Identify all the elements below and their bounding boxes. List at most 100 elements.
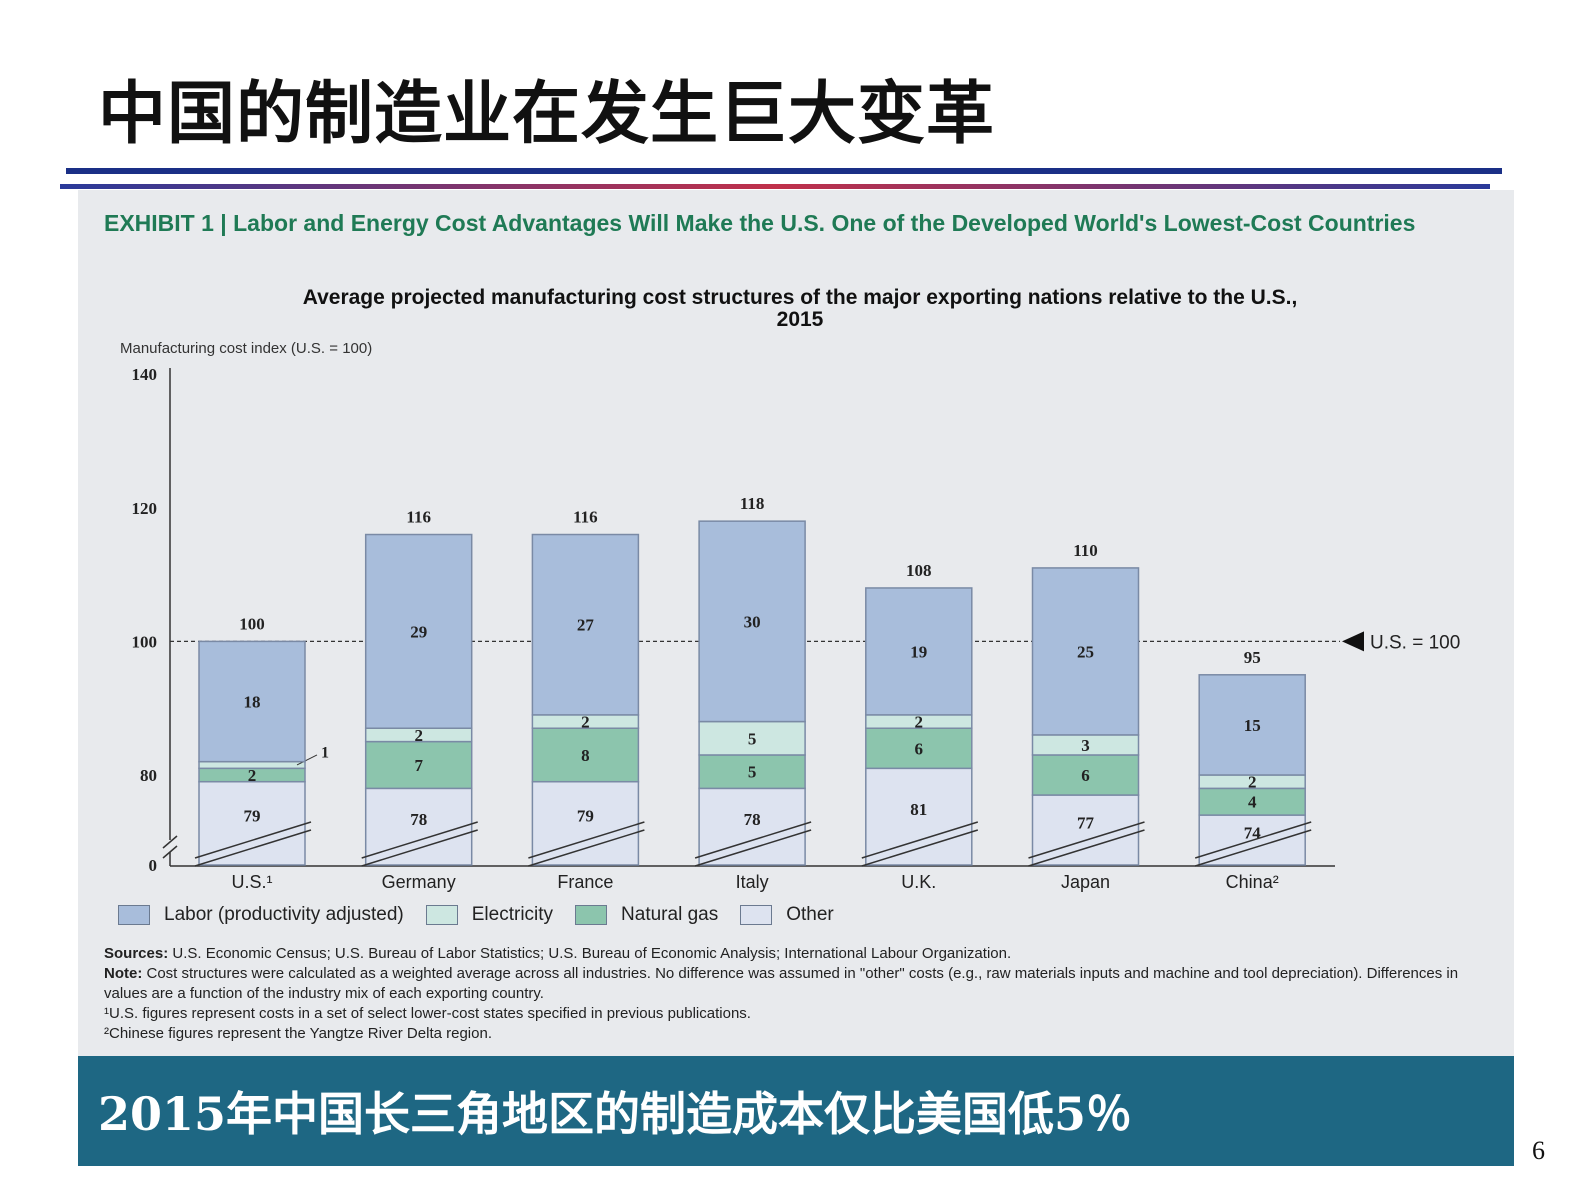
bar-break-mark (861, 821, 979, 859)
data-label: 6 (1081, 766, 1090, 785)
bar-break-mark (361, 829, 478, 867)
bar-break-mark (694, 829, 812, 867)
y-tick-label: 120 (132, 499, 158, 518)
legend-label: Electricity (471, 904, 554, 925)
bar-segment-electricity (698, 720, 806, 756)
reference-arrow-icon (1342, 631, 1364, 652)
data-label: 15 (1244, 716, 1261, 735)
bar-segment-electricity (198, 760, 306, 770)
bar-break-mark (528, 821, 645, 859)
legend-label: Natural gas (621, 904, 719, 925)
legend-item: Labor (productivity adjusted) (118, 904, 404, 926)
sources-note: Sources: U.S. Economic Census; U.S. Bure… (104, 945, 1012, 962)
axis-break-mark (162, 845, 178, 859)
banner-text: 2015年中国长三角地区的制造成本仅比美国低5％ (98, 1087, 1133, 1141)
data-label: 79 (244, 807, 261, 826)
bar-break-mark (1028, 821, 1145, 859)
title-divider (66, 168, 1502, 174)
data-label: 81 (910, 800, 927, 819)
legend-label: Labor (productivity adjusted) (164, 904, 404, 925)
data-label: 79 (577, 807, 594, 826)
x-tick-label: Germany (382, 872, 456, 892)
conclusion-banner: 2015年中国长三角地区的制造成本仅比美国低5％ (78, 1056, 1514, 1166)
data-label: 78 (744, 810, 761, 829)
data-label: 74 (1244, 823, 1262, 842)
bar-segment-natural-gas (364, 740, 473, 790)
x-tick-label: Japan (1061, 872, 1110, 892)
bar-break-mark (861, 829, 979, 867)
data-label: 30 (744, 612, 761, 631)
bar-break-mark (194, 829, 312, 867)
data-label: 6 (915, 739, 924, 758)
x-tick-label: China² (1226, 872, 1279, 892)
bar-total-label: 118 (740, 494, 765, 513)
data-label: 25 (1077, 642, 1094, 661)
bar-total-label: 100 (239, 614, 265, 633)
bar-segment-natural-gas (1031, 754, 1140, 796)
bar-total-label: 110 (1073, 541, 1098, 560)
legend-swatch (740, 905, 773, 925)
bar-break-mark (361, 821, 478, 859)
title-divider-accent (60, 184, 1490, 189)
data-label: 3 (1081, 736, 1090, 755)
x-tick-label: Italy (736, 872, 769, 892)
footnote-us: ¹U.S. figures represent costs in a set o… (104, 1005, 751, 1022)
bar-segment-labor-productivity-adjusted- (198, 640, 306, 763)
data-label: 2 (581, 713, 590, 732)
y-tick-label: 80 (140, 766, 157, 785)
legend-label: Other (786, 904, 834, 925)
data-label: 8 (581, 746, 590, 765)
exhibit-title: EXHIBIT 1 | Labor and Energy Cost Advant… (104, 210, 1416, 236)
data-label: 2 (915, 713, 924, 732)
legend-item: Electricity (425, 904, 554, 926)
y-tick-label: 100 (132, 632, 158, 651)
cost-note: Note: Cost structures were calculated as… (104, 965, 1459, 1002)
page-number: 6 (1532, 1136, 1545, 1165)
bar-segment-labor-productivity-adjusted- (364, 533, 473, 729)
reference-label: U.S. = 100 (1370, 632, 1460, 653)
slide-title: 中国的制造业在发生巨大变革 (98, 75, 996, 154)
chart-title: Average projected manufacturing cost str… (302, 286, 1298, 331)
data-label: 18 (244, 693, 261, 712)
y-tick-label: 0 (149, 856, 158, 875)
data-label: 27 (577, 616, 595, 635)
bar-segment-natural-gas (698, 754, 806, 790)
bar-segment-labor-productivity-adjusted- (1198, 674, 1306, 776)
y-axis-label: Manufacturing cost index (U.S. = 100) (120, 340, 373, 357)
legend-item: Other (740, 904, 834, 926)
data-label: 2 (414, 726, 423, 745)
bar-segment-labor-productivity-adjusted- (865, 587, 973, 716)
bar-total-label: 116 (573, 508, 598, 527)
bar-break-mark (1194, 829, 1312, 867)
legend-swatch (118, 905, 150, 925)
bar-break-mark (1194, 821, 1312, 859)
y-tick-label: 140 (132, 365, 158, 384)
x-tick-label: France (557, 872, 613, 892)
data-label: 1 (321, 745, 329, 762)
chart-legend: Labor (productivity adjusted) Electricity… (118, 904, 834, 926)
bar-segment-natural-gas (1198, 787, 1306, 816)
data-label: 77 (1077, 813, 1095, 832)
bar-break-mark (1028, 829, 1145, 867)
bar-segment-other (364, 787, 473, 866)
bar-segment-labor-productivity-adjusted- (698, 520, 806, 723)
bar-segment-other (698, 787, 806, 866)
data-label: 78 (410, 810, 427, 829)
bar-break-mark (694, 821, 812, 859)
axis-break-mark (162, 835, 178, 849)
data-label: 4 (1248, 793, 1257, 812)
bar-segment-labor-productivity-adjusted- (1031, 567, 1140, 736)
footnote-china: ²Chinese figures represent the Yangtze R… (104, 1025, 492, 1042)
data-label: 29 (410, 622, 427, 641)
bar-total-label: 108 (906, 561, 932, 580)
bar-total-label: 116 (406, 508, 431, 527)
bar-segment-labor-productivity-adjusted- (531, 533, 640, 716)
data-label: 7 (414, 756, 423, 775)
bar-break-mark (528, 829, 645, 867)
data-label: 2 (1248, 773, 1257, 792)
legend-swatch (425, 905, 458, 925)
legend-item: Natural gas (575, 904, 718, 926)
data-label: 5 (748, 729, 757, 748)
chart-notes: Sources: U.S. Economic Census; U.S. Bure… (104, 944, 1494, 1044)
